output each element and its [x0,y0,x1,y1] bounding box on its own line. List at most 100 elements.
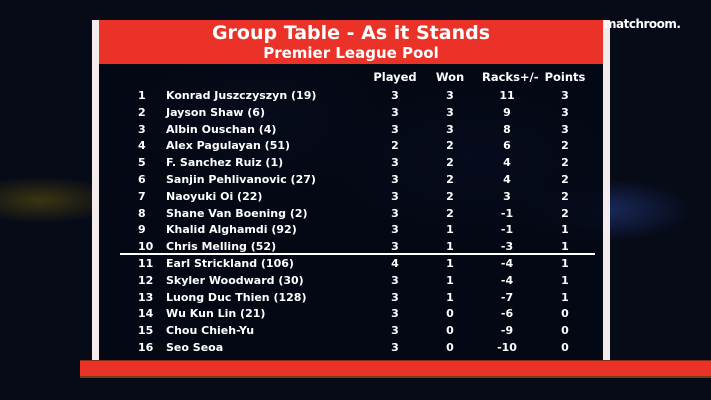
won: 3 [446,89,454,102]
column-headers: Played Won Racks+/- Points [0,69,711,85]
racks-diff: -1 [500,206,514,220]
col-won: Won [435,70,465,84]
racks-diff: 9 [503,105,511,119]
player-name: Sanjin Pehlivanovic (27) [166,173,316,186]
played: 3 [391,206,399,220]
racks-diff: -3 [500,240,514,254]
qualification-divider [120,253,595,255]
played: 3 [391,189,399,203]
rank: 16 [138,341,154,354]
points: 0 [561,307,569,321]
player-name: Seo Seoa [166,341,224,354]
col-played: Played [373,70,417,84]
points: 2 [561,156,569,170]
won: 1 [446,273,454,287]
table-row: 11 Earl Strickland (106) 4 1 -4 1 [0,256,711,272]
played: 3 [391,105,399,119]
table-row: 10 Chris Melling (52) 3 1 -3 1 [0,239,711,255]
played: 3 [391,341,399,354]
points: 2 [561,173,569,186]
won: 2 [446,173,454,186]
table-row: 4 Alex Pagulayan (51) 2 2 6 2 [0,138,711,154]
page-subtitle: Premier League Pool [263,44,439,62]
points: 1 [561,257,569,270]
rank: 10 [138,240,154,254]
racks-diff: -9 [500,324,514,338]
points: 3 [561,89,569,102]
played: 3 [391,173,399,186]
player-name: Naoyuki Oi (22) [166,189,263,203]
rank: 14 [138,307,154,321]
racks-diff: -4 [500,257,514,270]
rank: 11 [138,257,154,270]
racks-diff: 8 [503,122,511,136]
player-name: Skyler Woodward (30) [166,273,304,287]
player-name: Earl Strickland (106) [166,257,294,270]
points: 3 [561,122,569,136]
racks-diff: -7 [500,290,514,304]
player-name: Albin Ouschan (4) [166,122,277,136]
won: 0 [446,307,454,321]
won: 3 [446,122,454,136]
won: 2 [446,156,454,170]
col-points: Points [544,70,586,84]
matchroom-logo: matchroom. [604,17,681,31]
points: 1 [561,240,569,254]
player-name: Luong Duc Thien (128) [166,290,307,304]
table-row: 5 F. Sanchez Ruiz (1) 3 2 4 2 [0,155,711,171]
group-table-panel: Group Table - As it Stands Premier Leagu… [92,20,610,378]
played: 3 [391,89,399,102]
rank: 7 [138,189,146,203]
won: 2 [446,189,454,203]
won: 1 [446,240,454,254]
played: 2 [391,139,399,153]
rank: 4 [138,139,146,153]
table-row: 15 Chou Chieh-Yu 3 0 -9 0 [0,323,711,339]
played: 3 [391,307,399,321]
racks-diff: -10 [497,341,517,354]
played: 3 [391,156,399,170]
racks-diff: 4 [503,156,511,170]
player-name: Konrad Juszczyszyn (19) [166,89,317,102]
player-name: F. Sanchez Ruiz (1) [166,156,284,170]
player-name: Alex Pagulayan (51) [166,139,291,153]
racks-diff: -1 [500,223,514,237]
player-name: Shane Van Boening (2) [166,206,308,220]
player-name: Chou Chieh-Yu [166,324,255,338]
rank: 2 [138,105,146,119]
player-name: Wu Kun Lin (21) [166,307,266,321]
racks-diff: 11 [499,89,515,102]
table-row: 1 Konrad Juszczyszyn (19) 3 3 11 3 [0,88,711,104]
rank: 6 [138,173,146,186]
points: 2 [561,139,569,153]
player-name: Chris Melling (52) [166,240,277,254]
points: 3 [561,105,569,119]
footer-bar [80,360,711,378]
racks-diff: -4 [500,273,514,287]
racks-diff: 4 [503,173,511,186]
player-name: Khalid Alghamdi (92) [166,223,297,237]
racks-diff: 6 [503,139,511,153]
table-row: 8 Shane Van Boening (2) 3 2 -1 2 [0,206,711,222]
table-header-banner: Group Table - As it Stands Premier Leagu… [99,20,603,64]
table-row: 14 Wu Kun Lin (21) 3 0 -6 0 [0,306,711,322]
won: 1 [446,290,454,304]
won: 1 [446,257,454,270]
rank: 13 [138,290,154,304]
won: 2 [446,139,454,153]
points: 2 [561,206,569,220]
played: 3 [391,273,399,287]
played: 3 [391,122,399,136]
racks-diff: 3 [503,189,511,203]
table-row: 9 Khalid Alghamdi (92) 3 1 -1 1 [0,222,711,238]
rank: 15 [138,324,154,338]
played: 3 [391,290,399,304]
rank: 12 [138,273,154,287]
won: 2 [446,206,454,220]
table-row: 13 Luong Duc Thien (128) 3 1 -7 1 [0,290,711,306]
table-row: 7 Naoyuki Oi (22) 3 2 3 2 [0,189,711,205]
points: 1 [561,290,569,304]
points: 2 [561,189,569,203]
won: 0 [446,324,454,338]
played: 3 [391,240,399,254]
